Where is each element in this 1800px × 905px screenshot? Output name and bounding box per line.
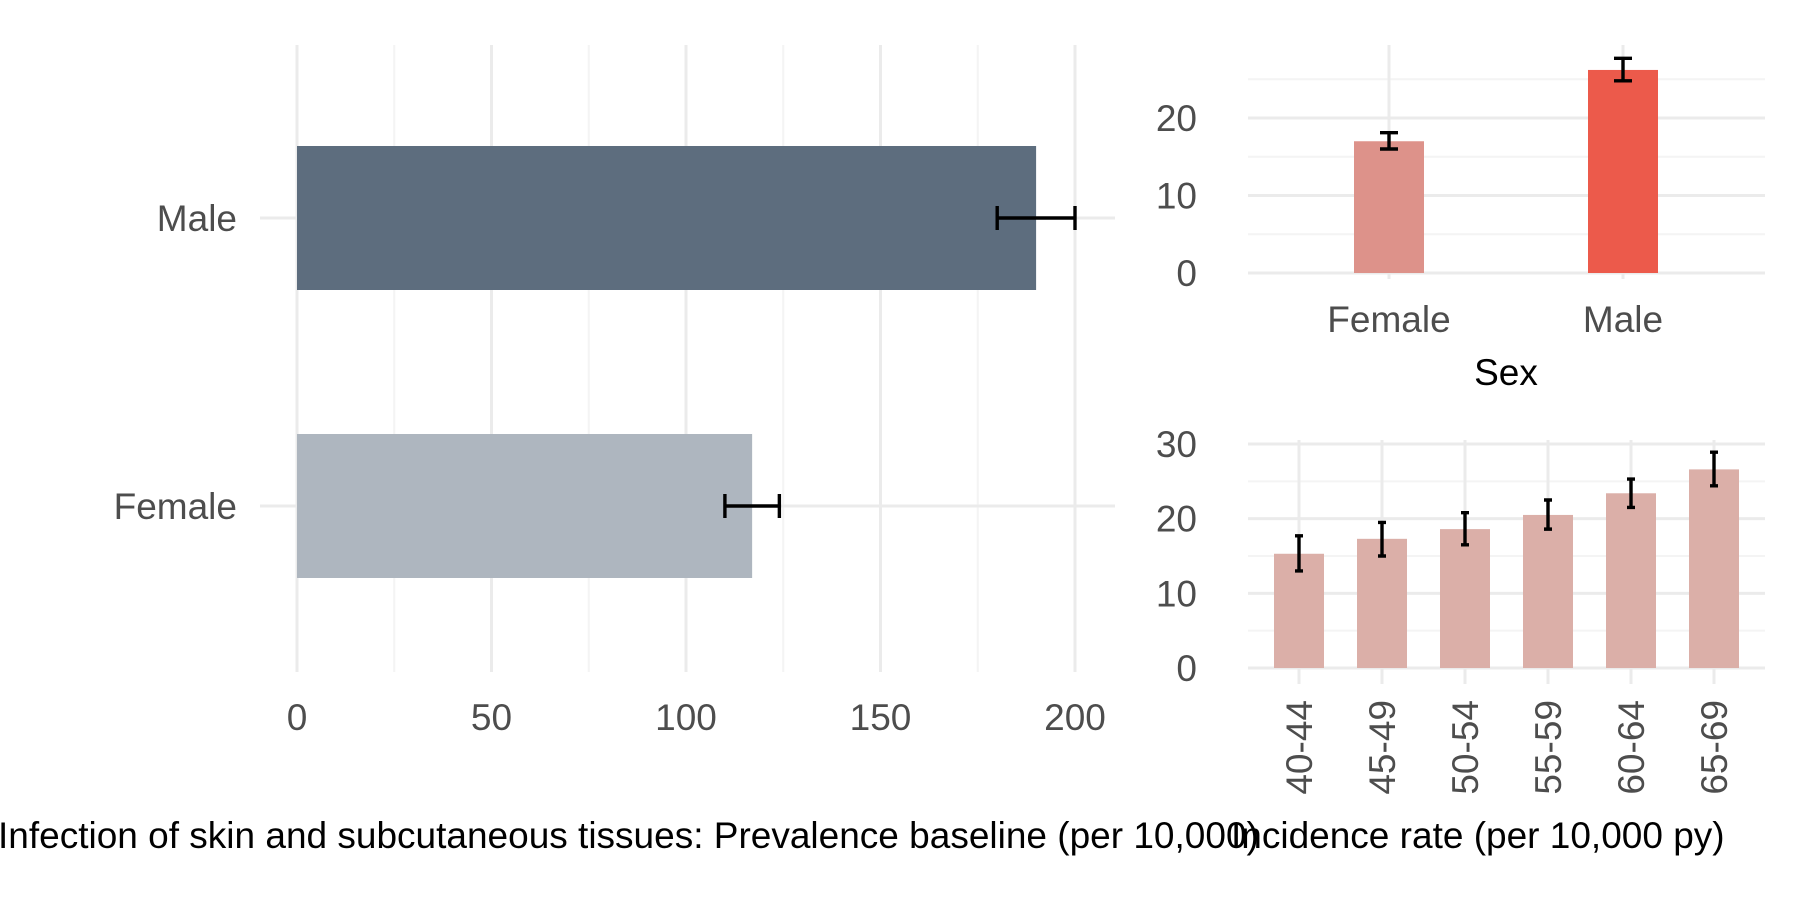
x-tick-label: 200 <box>1044 697 1106 738</box>
y-tick-label: 10 <box>1156 176 1197 217</box>
age-incidence-bar-65-69 <box>1689 469 1739 668</box>
x-tick-label: Female <box>1327 299 1450 340</box>
y-tick-label: 30 <box>1156 424 1197 465</box>
y-tick-label: Female <box>114 486 237 527</box>
age-incidence-bar-60-64 <box>1606 493 1656 668</box>
y-tick-label: 20 <box>1156 98 1197 139</box>
y-tick-label: Male <box>157 198 237 239</box>
x-axis-title: Sex <box>1474 352 1538 393</box>
x-axis-title: Incidence rate (per 10,000 py) <box>1231 815 1725 856</box>
age-incidence-errorbar-40-44 <box>1295 534 1303 573</box>
x-tick-label: 40-44 <box>1279 700 1320 795</box>
age-incidence-bar-55-59 <box>1523 514 1573 668</box>
x-tick-label: 100 <box>655 697 717 738</box>
prevalence-bar-female <box>297 434 753 578</box>
age-incidence-errorbar-65-69 <box>1710 450 1718 488</box>
sex-incidence-bar-female <box>1354 141 1424 273</box>
age-incidence-errorbar-60-64 <box>1627 477 1635 510</box>
x-tick-label: 150 <box>850 697 912 738</box>
age-incidence-errorbar-45-49 <box>1378 520 1386 558</box>
x-tick-label: 45-49 <box>1362 700 1403 795</box>
y-tick-label: 10 <box>1156 573 1197 614</box>
sex-incidence-bar-male <box>1588 69 1658 273</box>
prevalence-errorbar-female <box>723 494 782 518</box>
x-axis-title: Infection of skin and subcutaneous tissu… <box>0 815 1259 856</box>
age-incidence-bar-40-44 <box>1274 553 1324 668</box>
age-incidence-errorbar-55-59 <box>1544 498 1552 531</box>
x-tick-label: 60-64 <box>1611 700 1652 795</box>
y-tick-label: 20 <box>1156 499 1197 540</box>
x-tick-label: 50 <box>471 697 512 738</box>
y-tick-label: 0 <box>1176 253 1197 294</box>
x-tick-label: 0 <box>287 697 308 738</box>
x-tick-label: Male <box>1583 299 1663 340</box>
x-tick-label: 65-69 <box>1694 700 1735 795</box>
x-tick-label: 50-54 <box>1445 700 1486 795</box>
age-incidence-bar-50-54 <box>1440 529 1490 668</box>
sex-incidence-errorbar-male <box>1614 56 1632 83</box>
prevalence-bar-male <box>297 146 1037 290</box>
age-incidence-bar-45-49 <box>1357 538 1407 668</box>
age-incidence-errorbar-50-54 <box>1461 510 1469 547</box>
sex-incidence-errorbar-female <box>1380 131 1398 151</box>
x-tick-label: 55-59 <box>1528 700 1569 795</box>
prevalence-errorbar-male <box>995 206 1077 230</box>
y-tick-label: 0 <box>1176 648 1197 689</box>
